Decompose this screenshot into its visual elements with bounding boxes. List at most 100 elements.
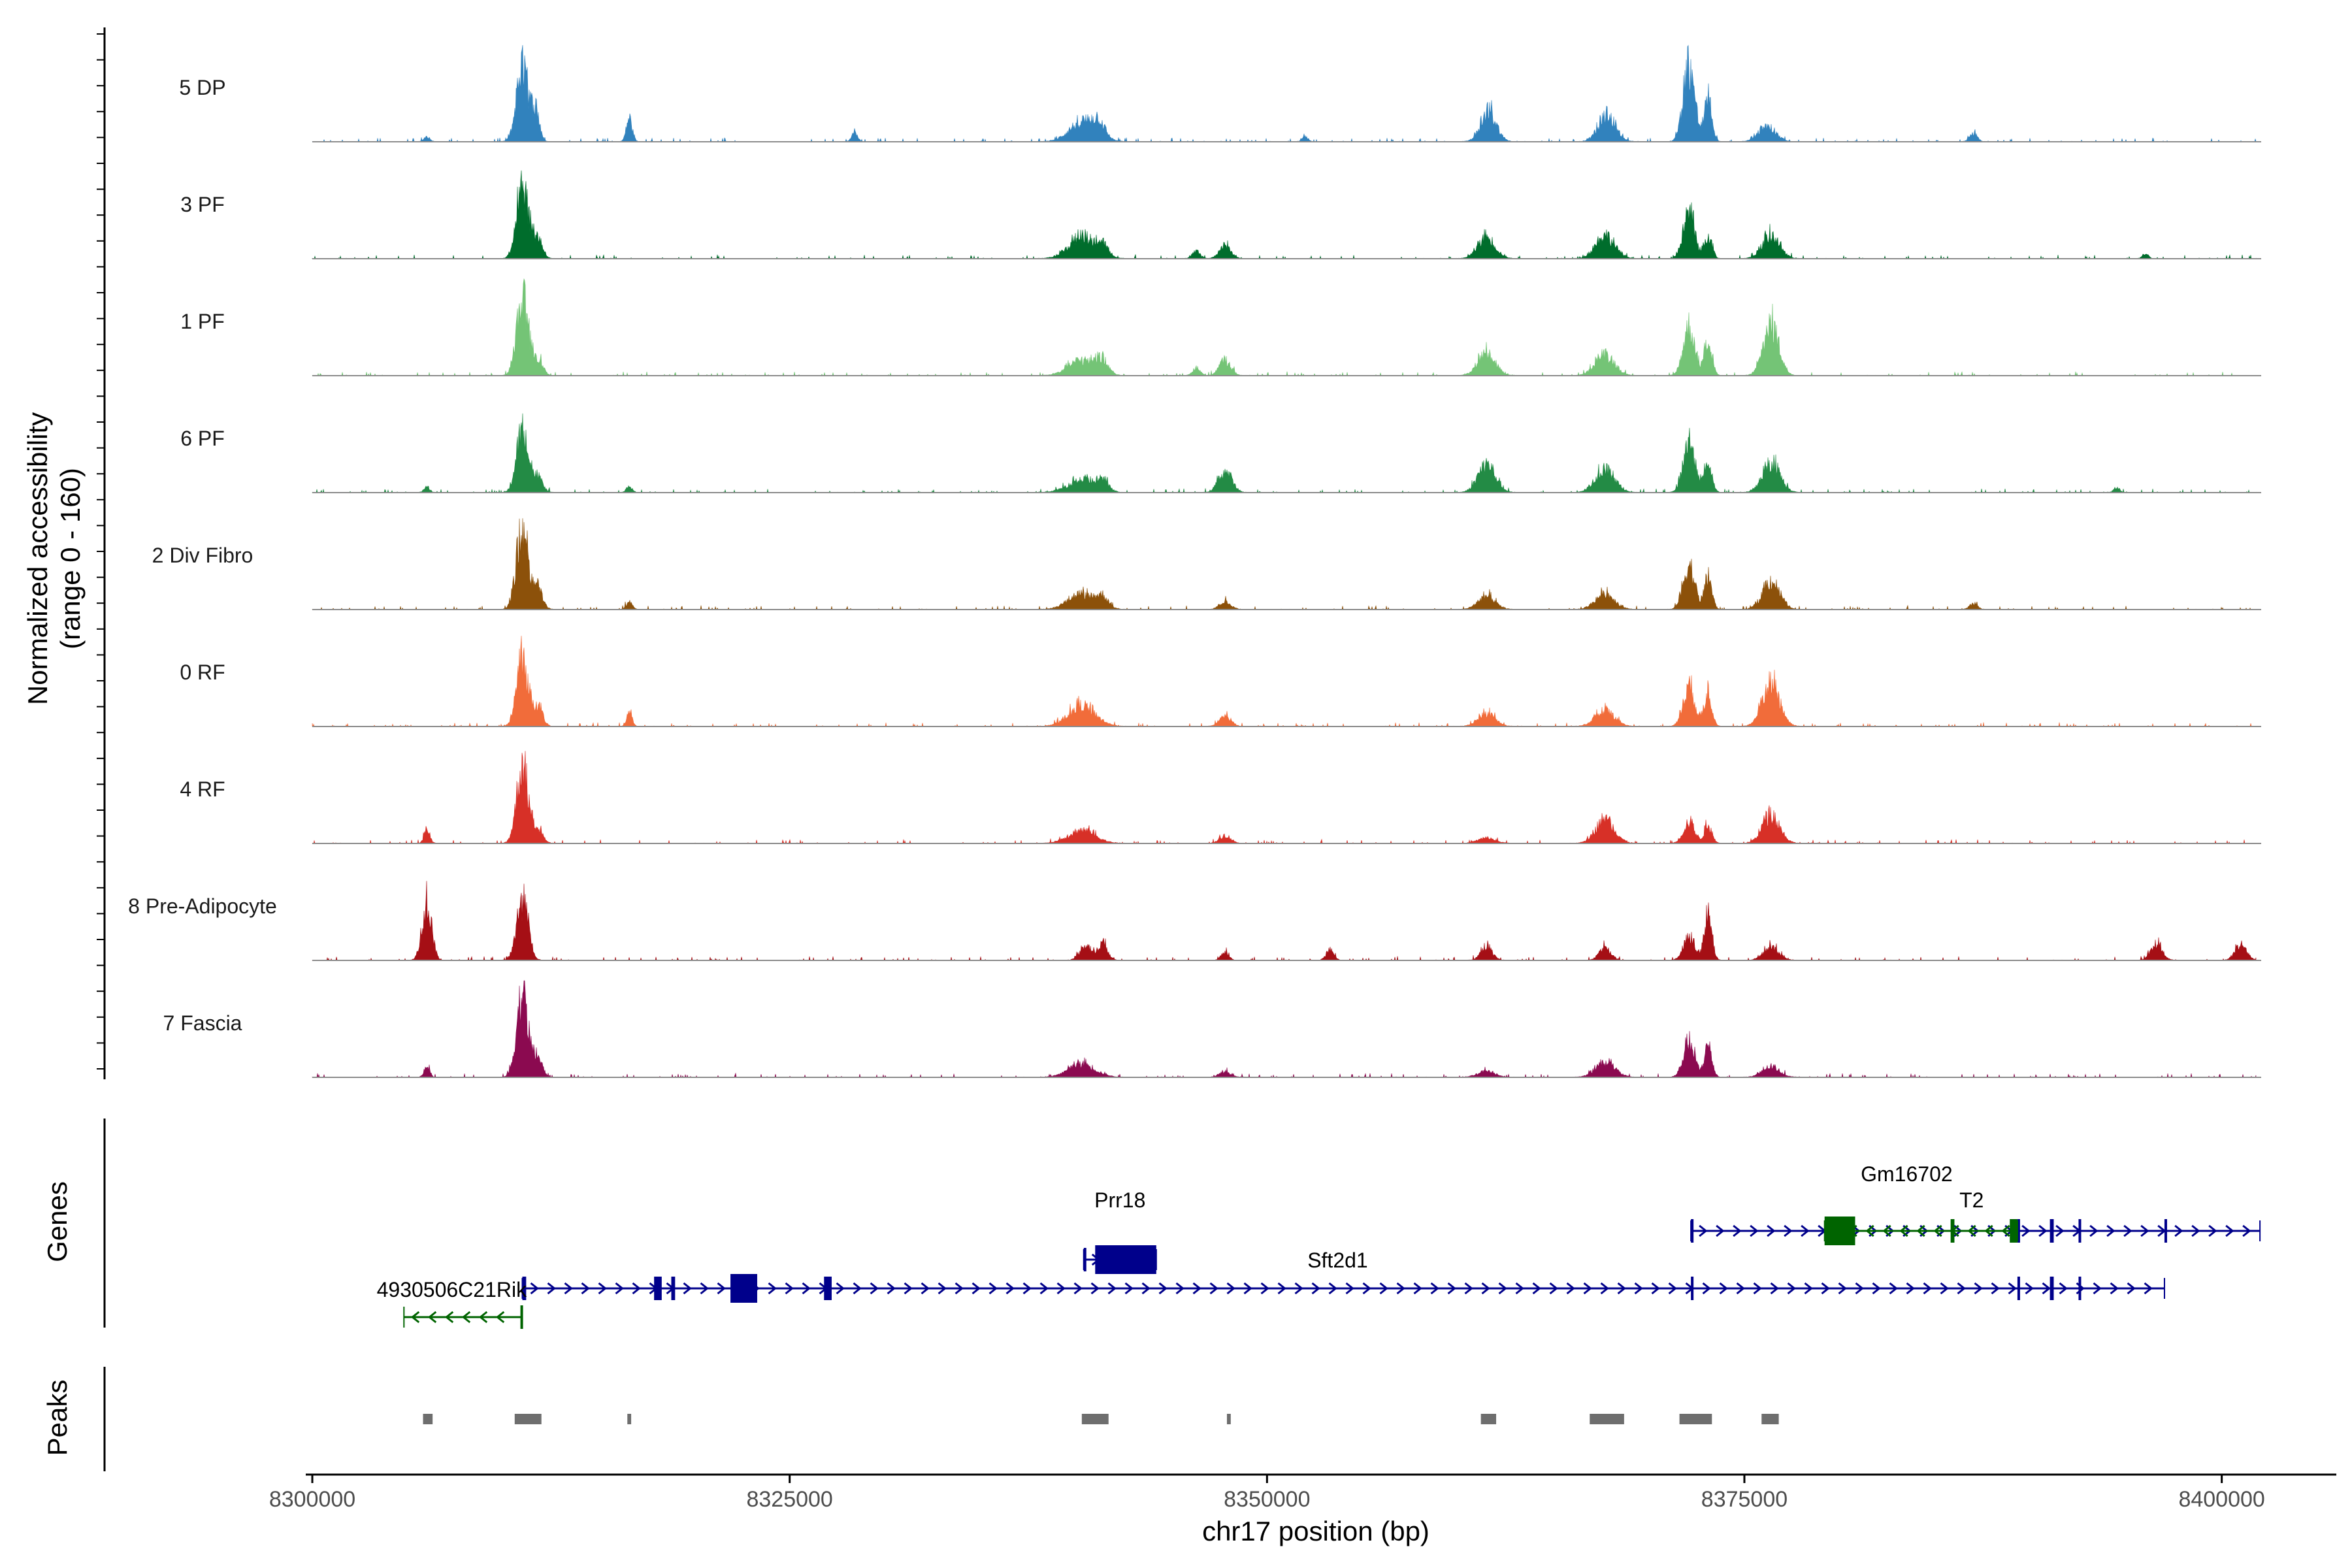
strand-chevron [785, 1282, 794, 1295]
gene-model [521, 1274, 2165, 1303]
coverage-track: 8 Pre-Adipocyte [128, 881, 2261, 961]
strand-chevron [1716, 1224, 1725, 1237]
peak-region [423, 1414, 433, 1424]
track-label: 7 Fascia [163, 1011, 242, 1035]
strand-chevron [768, 1282, 777, 1295]
gene-exon [2050, 1219, 2054, 1243]
strand-chevron [1464, 1282, 1473, 1295]
peak-region [1679, 1414, 1712, 1424]
coverage-area [312, 881, 2257, 961]
strand-chevron [1940, 1282, 1949, 1295]
strand-chevron [1702, 1282, 1711, 1295]
strand-chevron [2208, 1224, 2217, 1237]
strand-chevron [2001, 1224, 2010, 1237]
strand-chevron [1617, 1282, 1626, 1295]
strand-chevron [717, 1282, 726, 1295]
strand-chevron [1753, 1282, 1762, 1295]
strand-chevron [2144, 1282, 2153, 1295]
track-label: 4 RF [180, 777, 225, 801]
gene-name-label: Sft2d1 [1307, 1249, 1368, 1272]
coverage-area [312, 44, 2257, 142]
track-label: 5 DP [179, 76, 225, 99]
strand-chevron [2093, 1282, 2102, 1295]
strand-chevron [564, 1282, 573, 1295]
strand-chevron [1733, 1224, 1742, 1237]
strand-chevron [1379, 1282, 1388, 1295]
strand-chevron [1107, 1282, 1117, 1295]
gene-exon [1095, 1245, 1156, 1274]
track-label: 8 Pre-Adipocyte [128, 894, 277, 918]
strand-chevron [1770, 1282, 1779, 1295]
coverage-track: 5 DP [179, 44, 2261, 142]
gene-exon [522, 1277, 527, 1300]
peaks-panel-title: Peaks [42, 1380, 73, 1456]
strand-chevron [2025, 1282, 2034, 1295]
coverage-area [312, 636, 2257, 727]
strand-chevron [1056, 1282, 1066, 1295]
strand-chevron [1872, 1282, 1881, 1295]
strand-chevron [1226, 1282, 1235, 1295]
strand-chevron [1175, 1282, 1184, 1295]
strand-chevron [444, 1311, 454, 1324]
strand-chevron [1090, 1282, 1100, 1295]
strand-chevron [1396, 1282, 1405, 1295]
gene-exon [730, 1274, 757, 1303]
strand-chevron [1719, 1282, 1728, 1295]
strand-chevron [802, 1282, 811, 1295]
gene-model [1823, 1217, 2018, 1245]
strand-chevron [1345, 1282, 1354, 1295]
strand-chevron [427, 1311, 437, 1324]
peak-regions [423, 1414, 1779, 1424]
strand-chevron [988, 1282, 998, 1295]
strand-chevron [2042, 1282, 2051, 1295]
peak-region [1226, 1414, 1231, 1424]
gene-exon [1083, 1248, 1086, 1271]
gene-exon [520, 1305, 523, 1329]
strand-chevron [547, 1282, 556, 1295]
strand-chevron [1804, 1282, 1813, 1295]
strand-chevron [410, 1311, 420, 1324]
strand-chevron [1260, 1282, 1269, 1295]
strand-chevron [1889, 1282, 1898, 1295]
strand-chevron [1882, 1224, 1891, 1237]
strand-chevron [2242, 1224, 2251, 1237]
gene-exon [654, 1277, 662, 1300]
track-label: 0 RF [180, 661, 225, 684]
gene-exon [2164, 1219, 2167, 1243]
strand-chevron [1634, 1282, 1643, 1295]
strand-chevron [683, 1282, 692, 1295]
strand-chevron [1865, 1224, 1874, 1237]
strand-chevron [2174, 1224, 2183, 1237]
coverage-area [312, 170, 2257, 259]
coverage-track: 3 PF [180, 170, 2261, 259]
x-tick-label: 8375000 [1701, 1487, 1788, 1512]
track-label: 6 PF [180, 427, 225, 450]
gene-exon [2017, 1219, 2020, 1243]
strand-chevron [1855, 1282, 1864, 1295]
coverage-area [312, 278, 2257, 376]
strand-chevron [615, 1282, 624, 1295]
strand-chevron [1481, 1282, 1490, 1295]
strand-chevron [478, 1311, 488, 1324]
y-axis-title: Normalized accessibility [22, 412, 53, 705]
track-label: 3 PF [180, 193, 225, 216]
x-tick-label: 8300000 [269, 1487, 355, 1512]
strand-chevron [1362, 1282, 1371, 1295]
track-label: 1 PF [180, 310, 225, 333]
strand-chevron [1532, 1282, 1541, 1295]
strand-chevron [1141, 1282, 1151, 1295]
strand-chevron [2140, 1224, 2149, 1237]
strand-chevron [495, 1311, 505, 1324]
strand-chevron [1549, 1282, 1558, 1295]
strand-chevron [1328, 1282, 1337, 1295]
strand-chevron [2059, 1282, 2068, 1295]
strand-chevron [836, 1282, 845, 1295]
gene-exon [2078, 1219, 2082, 1243]
strand-chevron [1022, 1282, 1032, 1295]
strand-chevron [1899, 1224, 1908, 1237]
strand-chevron [887, 1282, 896, 1295]
strand-chevron [1699, 1224, 1708, 1237]
strand-chevron [1447, 1282, 1456, 1295]
strand-chevron [2225, 1224, 2234, 1237]
